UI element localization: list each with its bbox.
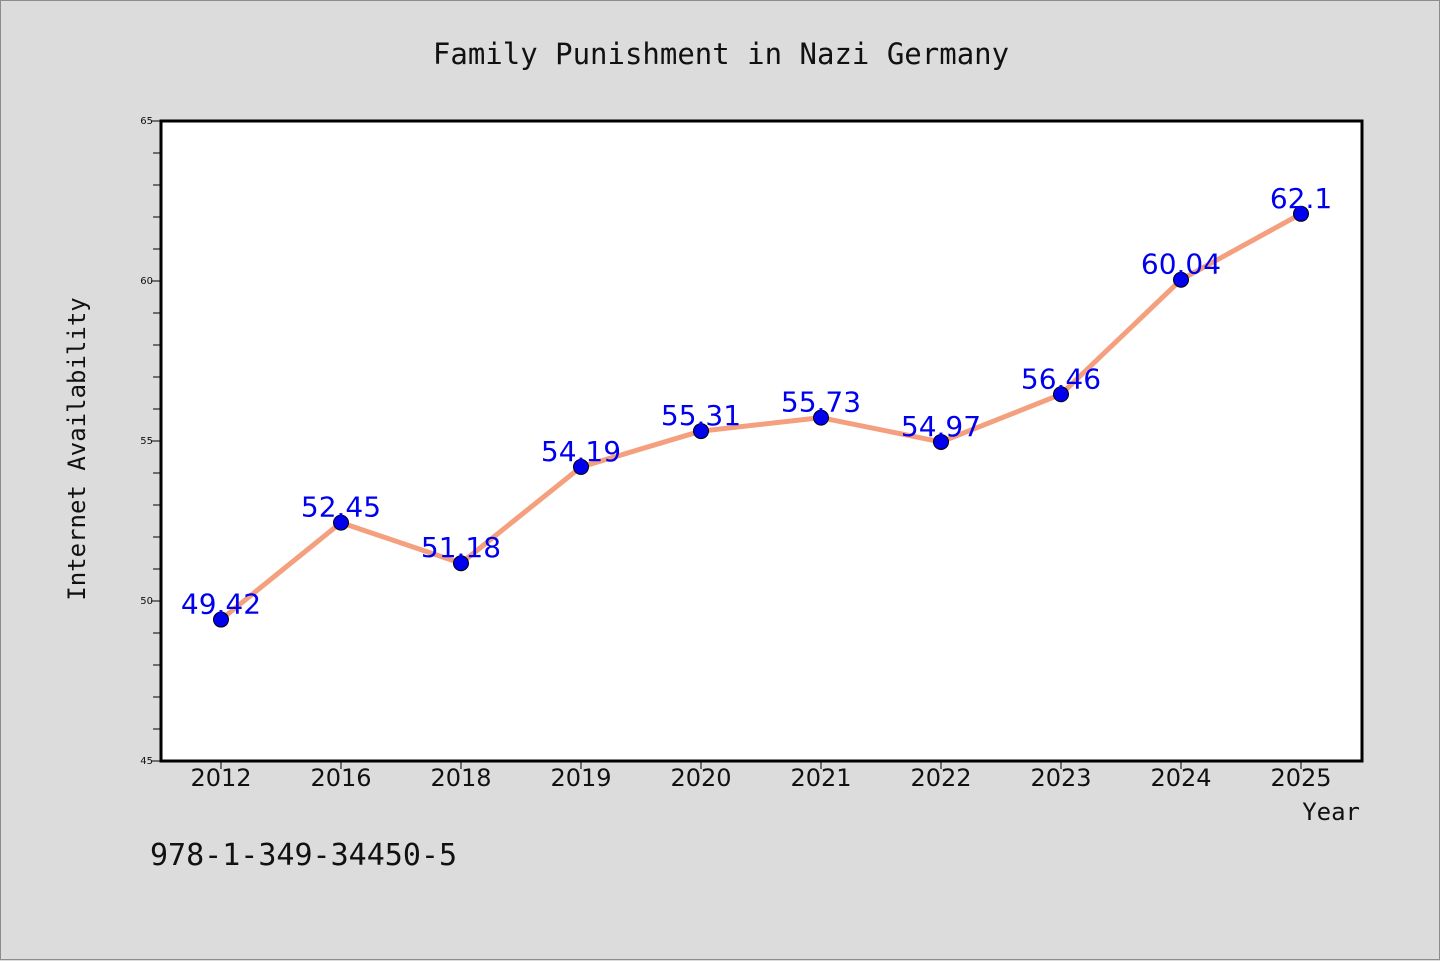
y-tick-label: 65	[140, 116, 153, 127]
x-tick-label: 2022	[910, 764, 971, 792]
data-point	[1293, 205, 1309, 222]
data-label: 54.97	[901, 410, 981, 443]
data-labels: 49.42 52.45 51.18 54.19 55.31 55.73 54.97 56.46…	[181, 182, 1332, 621]
x-tick-label: 2020	[670, 764, 731, 792]
data-label: 55.73	[781, 386, 861, 419]
x-tick-label: 2025	[1270, 764, 1331, 792]
x-axis-ticks: 2012 2016 2018 2019 2020 2021 2022 2023 2024 2025	[190, 761, 1332, 792]
data-label: 52.45	[301, 491, 381, 524]
x-tick-label: 2024	[1150, 764, 1211, 792]
isbn-footnote: 978-1-349-34450-5	[150, 838, 457, 873]
y-axis-title: Internet Availability	[63, 297, 91, 600]
data-point	[453, 555, 469, 572]
data-point	[333, 514, 349, 531]
data-label: 60.04	[1141, 248, 1221, 281]
y-tick-label: 55	[140, 436, 153, 447]
data-point	[1173, 271, 1189, 288]
y-tick-label: 60	[140, 276, 153, 287]
x-tick-label: 2019	[550, 764, 611, 792]
data-label: 54.19	[541, 435, 621, 468]
y-tick-label: 45	[140, 756, 153, 767]
plot-area	[159, 119, 1364, 763]
x-axis-title: Year	[1302, 798, 1360, 826]
data-point	[813, 409, 829, 426]
x-tick-label: 2016	[310, 764, 371, 792]
data-point	[1053, 386, 1069, 403]
data-label: 49.42	[181, 588, 261, 621]
x-tick-label: 2023	[1030, 764, 1091, 792]
x-tick-label: 2018	[430, 764, 491, 792]
data-label: 56.46	[1021, 362, 1101, 395]
chart-title: Family Punishment in Nazi Germany	[433, 37, 1009, 71]
x-tick-label: 2012	[190, 764, 251, 792]
data-point	[933, 433, 949, 450]
data-label: 62.1	[1270, 182, 1332, 215]
series-line	[218, 211, 1304, 623]
x-tick-label: 2021	[790, 764, 851, 792]
y-tick-label: 50	[140, 596, 153, 607]
data-label: 51.18	[421, 531, 501, 564]
data-point	[213, 611, 229, 628]
y-axis-ticks: 45 50 55 60 65	[140, 116, 161, 767]
data-point	[693, 423, 709, 440]
data-point	[573, 458, 589, 475]
data-label: 55.31	[661, 399, 741, 432]
series-markers	[213, 205, 1309, 628]
